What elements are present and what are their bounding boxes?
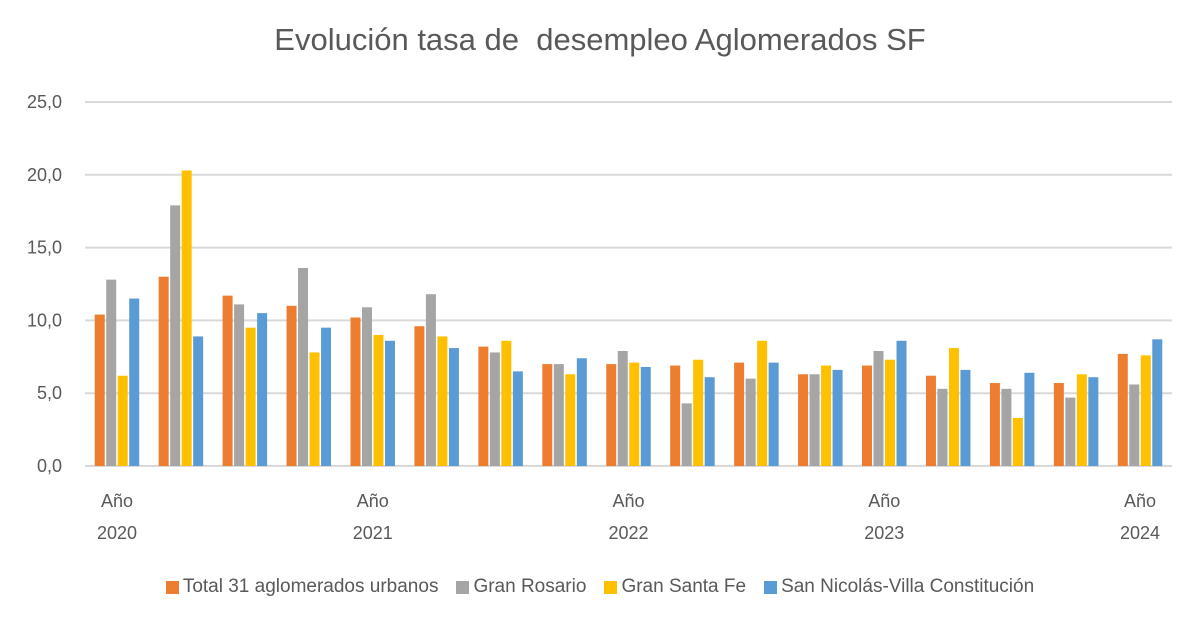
bar [193, 336, 204, 466]
bar [640, 366, 651, 466]
legend-swatch [456, 580, 470, 594]
bar [896, 340, 907, 466]
bar [693, 359, 704, 466]
bar [222, 295, 233, 466]
bar [384, 340, 395, 466]
bar [117, 375, 128, 466]
bar [106, 279, 117, 466]
bar [129, 298, 140, 466]
bar [565, 374, 576, 466]
bar [286, 305, 297, 466]
bar [234, 304, 245, 466]
bar [832, 369, 843, 466]
legend-swatch [165, 580, 179, 594]
bar [606, 364, 617, 466]
bar [478, 346, 489, 466]
bar [873, 350, 884, 466]
bar [553, 364, 564, 466]
bar [425, 294, 436, 466]
bar [350, 317, 361, 466]
bar [1117, 353, 1128, 466]
y-tick-label: 0,0 [37, 456, 62, 476]
bar [512, 371, 523, 466]
bar [489, 352, 500, 466]
bar [361, 307, 372, 466]
bar [757, 340, 768, 466]
bar [960, 369, 971, 466]
legend-item: Total 31 aglomerados urbanos [165, 576, 439, 598]
bar [1076, 374, 1087, 466]
x-tick-label: Año 2023 [864, 491, 904, 543]
bar [734, 362, 745, 466]
bar [1152, 339, 1163, 466]
bar [862, 365, 873, 466]
bar [245, 327, 256, 466]
legend-item: San Nicolás-Villa Constitución [764, 576, 1034, 598]
x-tick-label: Año 2020 [97, 491, 137, 543]
bar [937, 388, 948, 466]
legend-item: Gran Rosario [456, 576, 586, 598]
bar [170, 205, 181, 466]
x-tick-label: Año 2021 [353, 491, 393, 543]
bar [257, 313, 268, 466]
bar [617, 350, 628, 466]
legend: Total 31 aglomerados urbanos Gran Rosario… [0, 576, 1200, 598]
y-tick-label: 25,0 [27, 92, 62, 112]
bar [542, 364, 553, 466]
bar [948, 348, 959, 466]
bar [309, 352, 320, 466]
bar [94, 314, 105, 466]
bar [414, 326, 425, 466]
bar [1129, 384, 1140, 466]
bar [809, 374, 820, 466]
bar [298, 267, 309, 466]
legend-item: Gran Santa Fe [604, 576, 746, 598]
bar [925, 375, 936, 466]
bar [1053, 383, 1064, 466]
y-tick-label: 10,0 [27, 310, 62, 330]
y-tick-label: 5,0 [37, 383, 62, 403]
bar [629, 362, 640, 466]
bar [501, 340, 512, 466]
bar [1088, 377, 1099, 466]
bar [885, 359, 896, 466]
bar [1024, 372, 1035, 466]
bar [448, 348, 459, 466]
bar [681, 403, 692, 466]
bar [821, 365, 832, 466]
y-tick-label: 15,0 [27, 238, 62, 258]
bar [576, 358, 587, 466]
bar [798, 374, 809, 466]
bar [437, 336, 448, 466]
x-tick-label: Año 2022 [608, 491, 648, 543]
bar [321, 327, 332, 466]
bar [704, 377, 715, 466]
bar [1140, 355, 1151, 466]
bar [1065, 397, 1076, 466]
legend-swatch [764, 580, 778, 594]
bar [745, 378, 756, 466]
legend-label: San Nicolás-Villa Constitución [781, 576, 1035, 597]
bar [158, 276, 169, 466]
bar [670, 365, 681, 466]
x-tick-label: Año 2024 [1120, 491, 1160, 543]
bar [989, 383, 1000, 466]
bar [373, 334, 384, 466]
bar [1001, 388, 1012, 466]
y-tick-label: 20,0 [27, 165, 62, 185]
legend-label: Total 31 aglomerados urbanos [182, 576, 439, 597]
bar [768, 362, 779, 466]
legend-label: Gran Santa Fe [621, 576, 747, 597]
bar [1012, 417, 1023, 466]
bar [181, 170, 192, 466]
chart-title: Evolución tasa de desempleo Aglomerados … [274, 22, 926, 57]
legend-label: Gran Rosario [473, 576, 587, 597]
legend-swatch [604, 580, 618, 594]
